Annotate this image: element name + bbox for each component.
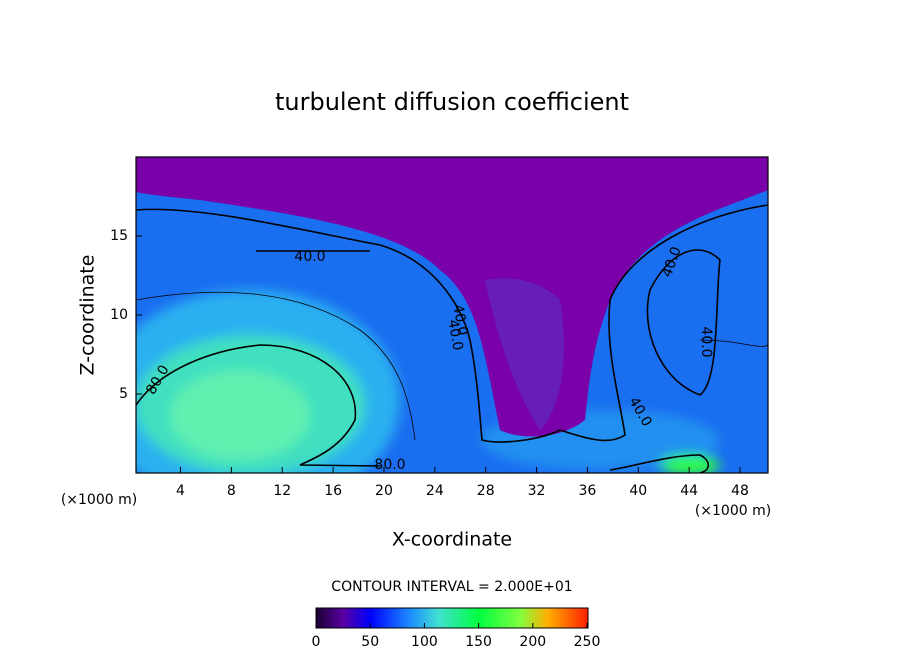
x-axis-label: X-coordinate xyxy=(392,529,512,551)
x-unit-left: (×1000 m) xyxy=(61,492,137,508)
x-tick-label: 32 xyxy=(528,483,546,499)
colorbar-tick-label: 50 xyxy=(361,634,379,650)
x-tick-label: 40 xyxy=(629,483,647,499)
x-tick-label: 28 xyxy=(477,483,495,499)
x-tick-label: 24 xyxy=(426,483,444,499)
colorbar-tick-label: 100 xyxy=(411,634,438,650)
x-tick-label: 4 xyxy=(176,483,185,499)
colorbar-tick-label: 0 xyxy=(312,634,321,650)
x-tick-label: 16 xyxy=(324,483,342,499)
y-tick-label: 15 xyxy=(110,228,128,244)
contour-label: 40.0 xyxy=(294,249,325,265)
x-tick-label: 44 xyxy=(680,483,698,499)
colorbar-tick-label: 250 xyxy=(574,634,601,650)
x-tick-label: 8 xyxy=(227,483,236,499)
contour-label: 40.0 xyxy=(698,326,714,357)
x-tick-label: 12 xyxy=(273,483,291,499)
x-unit: (×1000 m) xyxy=(695,503,771,519)
field xyxy=(136,157,768,473)
x-tick-label: 48 xyxy=(731,483,749,499)
contour-label: 40.0 xyxy=(444,318,465,351)
colorbar-tick-label: 150 xyxy=(465,634,492,650)
contour-label: 40.0 xyxy=(449,303,470,336)
chart-title: turbulent diffusion coefficient xyxy=(275,88,629,116)
x-tick-label: 20 xyxy=(375,483,393,499)
y-tick-label: 10 xyxy=(110,307,128,323)
contour-interval: CONTOUR INTERVAL = 2.000E+01 xyxy=(331,579,572,595)
y-tick-label: 5 xyxy=(119,386,128,402)
x-tick-label: 36 xyxy=(579,483,597,499)
colorbar xyxy=(315,607,589,629)
y-axis-label: Z-coordinate xyxy=(77,255,99,376)
colorbar-tick-label: 200 xyxy=(519,634,546,650)
contour-label: 80.0 xyxy=(374,457,405,473)
